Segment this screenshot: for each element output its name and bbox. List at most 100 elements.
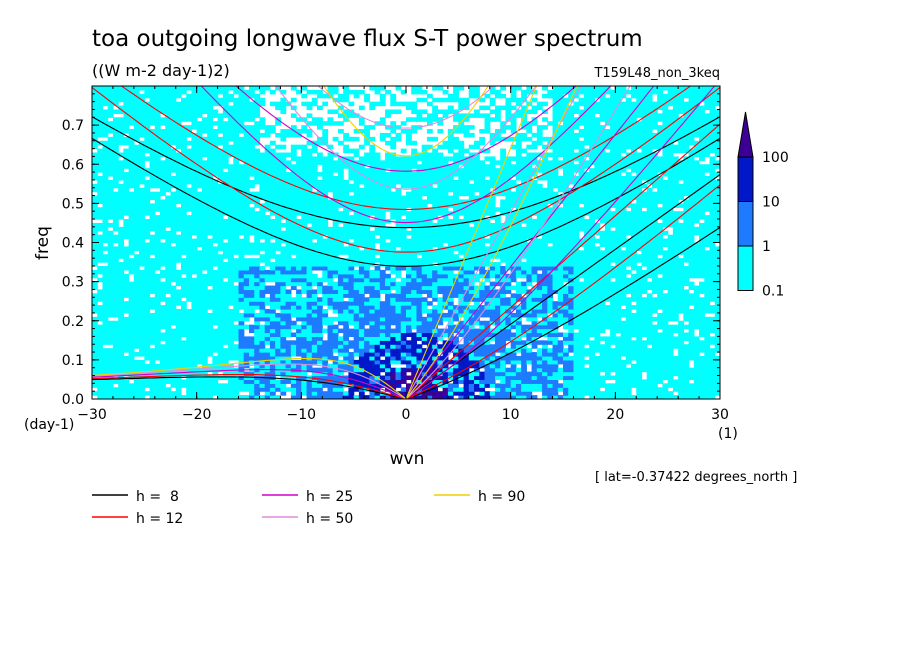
- spectrum-cell: [453, 375, 459, 381]
- spectrum-cell: [238, 172, 245, 177]
- spectrum-cell: [337, 175, 344, 181]
- spectrum-cell: [97, 254, 104, 259]
- spectrum-cell: [442, 187, 449, 193]
- spectrum-cell: [233, 203, 240, 208]
- spectrum-cell: [296, 281, 302, 287]
- spectrum-cell: [468, 172, 475, 177]
- spectrum-cell: [222, 222, 229, 228]
- spectrum-cell: [343, 265, 350, 271]
- spectrum-cell: [311, 168, 318, 173]
- spectrum-cell: [207, 348, 213, 353]
- spectrum-cell: [395, 258, 402, 263]
- spectrum-cell: [322, 195, 329, 201]
- spectrum-cell: [201, 191, 208, 197]
- spectrum-cell: [379, 179, 386, 185]
- spectrum-cell: [385, 203, 391, 208]
- spectrum-cell: [453, 254, 459, 259]
- spectrum-cell: [280, 355, 287, 361]
- spectrum-cell: [243, 93, 250, 99]
- spectrum-cell: [238, 312, 245, 318]
- spectrum-cell: [201, 309, 208, 314]
- spectrum-cell: [149, 183, 156, 189]
- spectrum-cell: [463, 258, 470, 263]
- spectrum-cell: [426, 199, 433, 204]
- spectrum-cell: [97, 129, 104, 134]
- spectrum-cell: [123, 301, 130, 306]
- spectrum-cell: [186, 215, 193, 220]
- spectrum-cell: [458, 391, 465, 396]
- spectrum-cell: [432, 273, 438, 279]
- spectrum-cell: [233, 332, 240, 337]
- spectrum-cell: [468, 375, 475, 381]
- spectrum-cell: [442, 305, 449, 310]
- spectrum-cell: [327, 203, 334, 208]
- spectrum-cell: [201, 281, 208, 287]
- spectrum-cell: [474, 375, 480, 381]
- spectrum-cell: [296, 312, 302, 318]
- spectrum-cell: [139, 293, 145, 298]
- spectrum-cell: [92, 101, 98, 107]
- spectrum-cell: [222, 332, 229, 337]
- spectrum-cell: [337, 179, 344, 185]
- spectrum-cell: [118, 281, 124, 287]
- spectrum-cell: [212, 164, 219, 169]
- spectrum-cell: [196, 183, 203, 189]
- spectrum-cell: [364, 352, 370, 357]
- spectrum-cell: [191, 387, 198, 392]
- spectrum-cell: [254, 105, 261, 111]
- spectrum-cell: [233, 86, 240, 91]
- spectrum-cell: [112, 109, 119, 114]
- spectrum-cell: [191, 148, 198, 154]
- spectrum-cell: [92, 293, 98, 298]
- spectrum-cell: [107, 230, 114, 236]
- spectrum-cell: [306, 156, 313, 161]
- spectrum-cell: [118, 207, 124, 212]
- spectrum-cell: [118, 359, 124, 365]
- spectrum-cell: [416, 332, 423, 337]
- spectrum-cell: [233, 219, 240, 224]
- spectrum-cell: [112, 238, 119, 244]
- spectrum-cell: [228, 164, 234, 169]
- spectrum-cell: [175, 93, 182, 99]
- spectrum-cell: [222, 121, 229, 126]
- spectrum-cell: [107, 297, 114, 302]
- spectrum-cell: [201, 172, 208, 177]
- spectrum-cell: [374, 164, 381, 169]
- spectrum-cell: [285, 226, 292, 232]
- spectrum-cell: [301, 172, 308, 177]
- spectrum-cell: [327, 226, 334, 232]
- spectrum-cell: [437, 309, 444, 314]
- spectrum-cell: [390, 269, 397, 275]
- spectrum-cell: [186, 234, 193, 240]
- spectrum-cell: [458, 324, 465, 330]
- spectrum-cell: [343, 355, 350, 361]
- spectrum-cell: [364, 226, 370, 232]
- spectrum-cell: [458, 265, 465, 271]
- spectrum-cell: [348, 172, 355, 177]
- spectrum-cell: [154, 367, 161, 373]
- spectrum-cell: [228, 336, 234, 341]
- spectrum-cell: [228, 265, 234, 271]
- spectrum-cell: [175, 301, 182, 306]
- spectrum-cell: [416, 277, 423, 283]
- spectrum-cell: [317, 105, 323, 111]
- spectrum-cell: [421, 215, 428, 220]
- spectrum-cell: [212, 195, 219, 201]
- spectrum-cell: [442, 383, 449, 388]
- spectrum-cell: [201, 105, 208, 111]
- spectrum-cell: [426, 129, 433, 134]
- spectrum-cell: [327, 273, 334, 279]
- spectrum-cell: [259, 348, 266, 353]
- spectrum-cell: [196, 222, 203, 228]
- spectrum-cell: [196, 269, 203, 275]
- spectrum-cell: [453, 195, 459, 201]
- spectrum-cell: [259, 312, 266, 318]
- spectrum-cell: [259, 168, 266, 173]
- spectrum-cell: [458, 281, 465, 287]
- spectrum-cell: [426, 348, 433, 353]
- spectrum-cell: [154, 230, 161, 236]
- spectrum-cell: [175, 140, 182, 146]
- spectrum-cell: [411, 269, 418, 275]
- spectrum-cell: [364, 93, 370, 99]
- spectrum-cell: [395, 86, 402, 91]
